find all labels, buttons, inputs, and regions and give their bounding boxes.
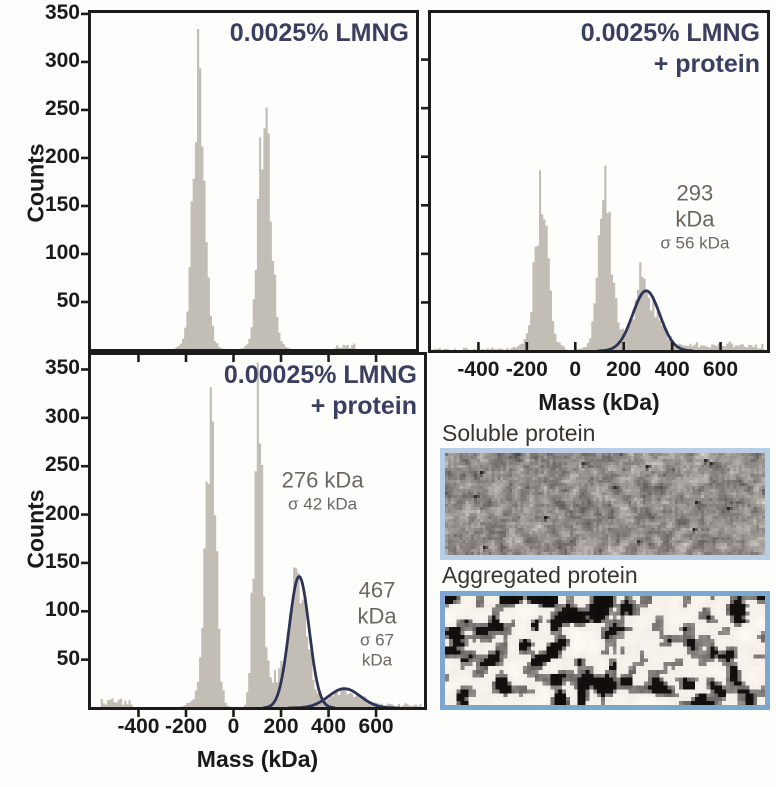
soluble-protein-label: Soluble protein bbox=[442, 420, 596, 446]
x-tick-label: -400 bbox=[457, 358, 500, 381]
y-tick-label: 50 bbox=[56, 646, 80, 670]
histogram-bars bbox=[430, 165, 770, 351]
x-axis-title: Mass (kDa) bbox=[538, 389, 660, 415]
x-tick-label: 200 bbox=[606, 358, 642, 381]
gaussian-fit-curve bbox=[597, 289, 694, 353]
panel-title-top-right: 0.0025% LMNG + protein bbox=[580, 19, 760, 78]
histogram-panel-low-lmng-protein: 0.00025% LMNG + protein 276 kDa σ 42 kDa 467… bbox=[81, 352, 427, 717]
panel-title-bottom-left: 0.00025% LMNG + protein bbox=[223, 361, 417, 420]
x-tick-label: -400 bbox=[117, 715, 160, 738]
y-tick-label: 200 bbox=[44, 144, 80, 168]
aggregated-protein-micrograph-frame bbox=[440, 591, 770, 710]
panel-border bbox=[88, 10, 419, 352]
y-tick-label: 300 bbox=[44, 404, 80, 428]
gaussian-fit-curve bbox=[287, 687, 400, 710]
histogram-panel-lmng-protein: 0.0025% LMNG + protein 293 kDa σ 56 kDa bbox=[421, 10, 770, 353]
y-tick-label: 250 bbox=[44, 96, 80, 120]
x-tick-label: 400 bbox=[654, 358, 690, 381]
plot-area-top-left bbox=[81, 10, 419, 352]
y-axis-title: Counts bbox=[22, 489, 49, 569]
y-tick-label: 350 bbox=[44, 356, 80, 380]
histogram-bars bbox=[90, 29, 418, 350]
plot-area-bottom-left bbox=[81, 352, 427, 717]
y-tick-label: 300 bbox=[44, 48, 80, 72]
x-tick-label: 600 bbox=[358, 715, 394, 738]
aggregated-protein-micrograph bbox=[445, 596, 765, 705]
x-tick-label: 0 bbox=[569, 358, 582, 381]
soluble-protein-micrograph-frame bbox=[440, 448, 770, 560]
fit-annotation: 276 kDa σ 42 kDa bbox=[281, 467, 364, 514]
panel-title-top-left: 0.0025% LMNG bbox=[229, 19, 409, 47]
panel-border bbox=[428, 10, 770, 353]
x-tick-label: -200 bbox=[164, 715, 207, 738]
x-tick-label: 0 bbox=[227, 715, 240, 738]
y-tick-label: 100 bbox=[44, 598, 80, 622]
histogram-bars bbox=[90, 362, 426, 708]
panel-border bbox=[88, 352, 427, 710]
x-tick-label: 200 bbox=[263, 715, 299, 738]
histogram-panel-lmng: 0.0025% LMNG bbox=[81, 10, 419, 352]
x-axis-title: Mass (kDa) bbox=[196, 746, 319, 772]
y-tick-label: 100 bbox=[44, 240, 80, 264]
x-tick-label: -200 bbox=[505, 358, 548, 381]
x-tick-label: 400 bbox=[311, 715, 347, 738]
y-tick-label: 350 bbox=[44, 0, 80, 24]
y-tick-label: 250 bbox=[44, 453, 80, 477]
plot-area-top-right bbox=[421, 10, 770, 353]
y-tick-label: 50 bbox=[56, 288, 80, 312]
aggregated-protein-label: Aggregated protein bbox=[442, 562, 638, 588]
x-tick-label: 600 bbox=[703, 358, 739, 381]
soluble-protein-micrograph bbox=[445, 453, 765, 555]
y-axis-title: Counts bbox=[22, 143, 49, 223]
fit-annotation: 293 kDa σ 56 kDa bbox=[660, 180, 730, 253]
y-tick-label: 150 bbox=[44, 192, 80, 216]
y-tick-label: 200 bbox=[44, 501, 80, 525]
y-tick-label: 150 bbox=[44, 549, 80, 573]
fit-annotation: 467 kDa σ 67 kDa bbox=[357, 577, 397, 670]
